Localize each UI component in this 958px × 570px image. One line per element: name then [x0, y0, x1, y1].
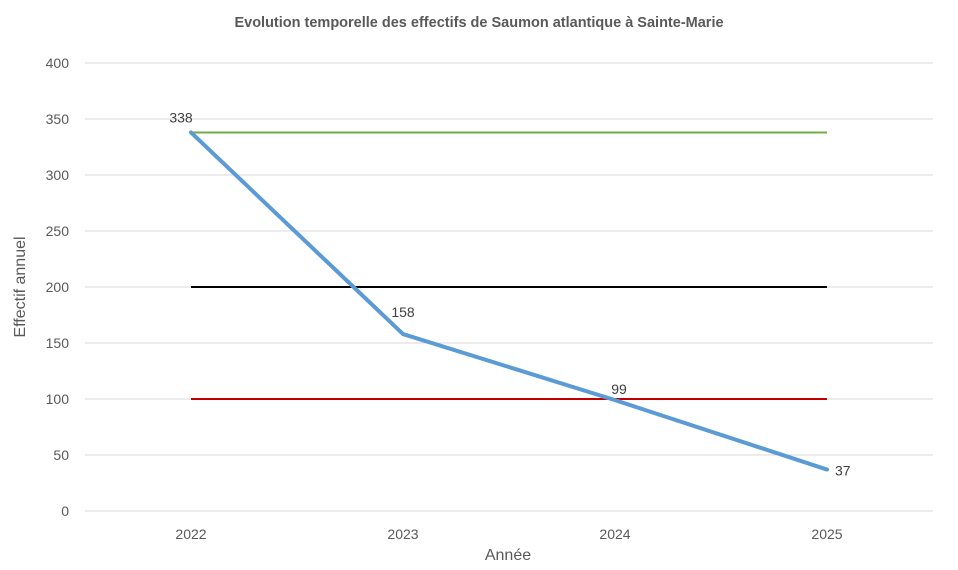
data-label: 338	[169, 109, 193, 125]
data-label: 99	[611, 381, 627, 397]
chart-title: Evolution temporelle des effectifs de Sa…	[234, 15, 723, 31]
x-tick-label: 2025	[811, 526, 842, 542]
x-tick-label: 2023	[387, 526, 418, 542]
x-tick-labels: 2022 2023 2024 2025	[175, 526, 842, 542]
y-tick-label: 350	[46, 111, 70, 127]
y-tick-labels: 0 50 100 150 200 250 300 350 400	[46, 55, 70, 519]
series-lines	[189, 130, 829, 472]
y-tick-label: 400	[46, 55, 70, 71]
y-tick-label: 0	[61, 503, 69, 519]
data-label: 158	[391, 304, 415, 320]
series-line	[189, 130, 829, 472]
y-tick-label: 250	[46, 223, 70, 239]
reference-lines	[191, 131, 827, 400]
y-tick-label: 200	[46, 279, 70, 295]
data-label: 37	[835, 463, 851, 479]
y-tick-label: 50	[53, 447, 69, 463]
y-tick-label: 300	[46, 167, 70, 183]
y-axis-label: Effectif annuel	[12, 236, 29, 337]
x-tick-label: 2024	[599, 526, 630, 542]
y-tick-label: 100	[46, 391, 70, 407]
x-axis-label: Année	[485, 547, 531, 564]
data-labels: 338 158 99 37	[169, 109, 850, 478]
y-tick-label: 150	[46, 335, 70, 351]
x-tick-label: 2022	[175, 526, 206, 542]
